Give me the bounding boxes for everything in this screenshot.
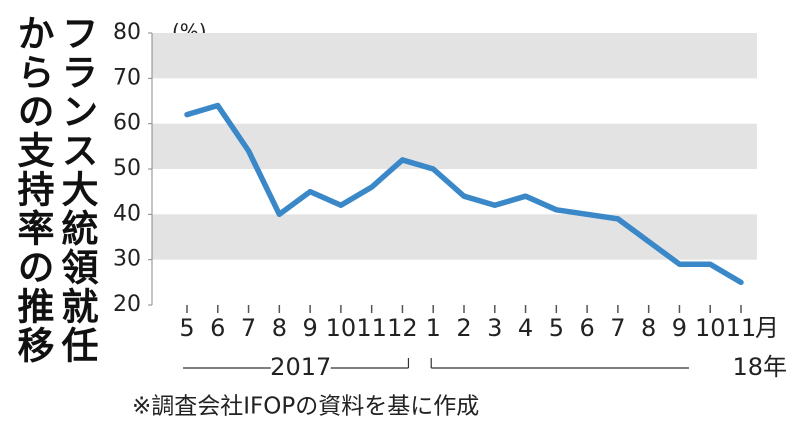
y-tick-label: 50 (113, 156, 141, 181)
source-note: ※調査会社IFOPの資料を基に作成 (132, 394, 479, 420)
x-tick-label: 1 (426, 314, 441, 342)
x-tick-label: 8 (641, 314, 656, 342)
x-tick-label: 10 (326, 314, 357, 342)
y-tick-label: 70 (113, 65, 141, 90)
x-tick-label: 12 (387, 314, 418, 342)
x-tick-label: 6 (579, 314, 594, 342)
y-tick-label: 40 (113, 201, 141, 226)
year-label: 18年 (732, 353, 787, 381)
x-unit: 月 (755, 314, 779, 342)
x-tick-label: 7 (610, 314, 625, 342)
x-tick-label: 10 (695, 314, 726, 342)
y-tick-label: 60 (113, 111, 141, 136)
x-tick-label: 5 (549, 314, 564, 342)
x-tick-label: 11 (356, 314, 387, 342)
y-tick-label: 30 (113, 247, 141, 272)
x-tick-label: 3 (487, 314, 502, 342)
grid-band (152, 214, 757, 260)
x-tick-label: 4 (518, 314, 533, 342)
x-tick-label: 9 (672, 314, 687, 342)
x-tick-label: 11 (726, 314, 757, 342)
y-tick-label: 80 (113, 20, 141, 45)
x-tick-label: 5 (179, 314, 194, 342)
x-tick-label: 9 (302, 314, 317, 342)
x-tick-label: 8 (272, 314, 287, 342)
year-label: 2017 (270, 353, 331, 381)
x-tick-label: 2 (456, 314, 471, 342)
grid-band (152, 33, 757, 79)
y-tick-label: 20 (113, 292, 141, 317)
data-line (184, 102, 744, 286)
x-tick-label: 6 (210, 314, 225, 342)
chart-title: フランス大統領就任からの支持率の推移 (11, 14, 98, 365)
x-tick-label: 7 (241, 314, 256, 342)
